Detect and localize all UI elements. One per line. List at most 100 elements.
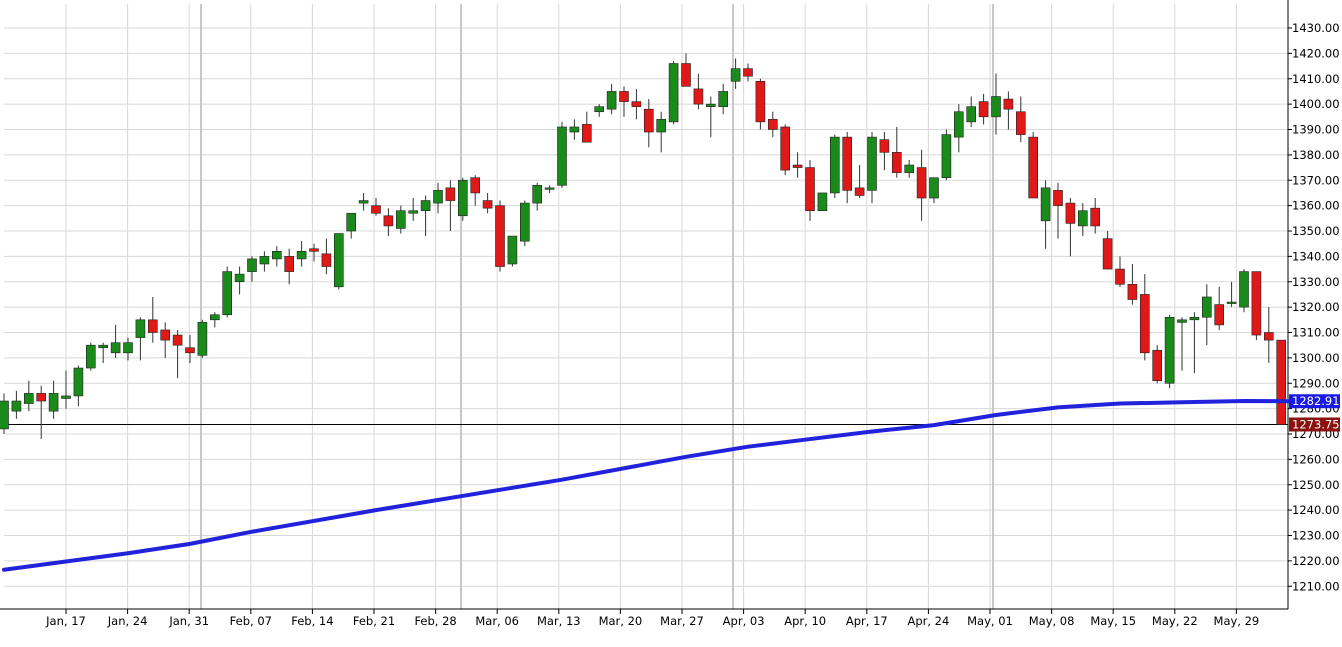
candle-up [730,68,741,82]
candle-up [346,212,357,232]
x-tick-label: Feb, 07 [230,614,272,628]
candle-down [619,91,629,102]
candle-down [1053,190,1063,206]
moving-average-line [2,399,1296,572]
y-tick-label: 1390.00 [1292,123,1340,137]
x-tick-label: Apr, 17 [846,614,888,628]
candle-up [594,106,605,113]
candle-down [1102,238,1113,270]
candle-down [148,319,158,333]
candle-down [172,334,183,346]
candle-down [792,164,803,168]
candle-down [681,63,691,87]
x-tick-label: Jan, 24 [107,614,148,628]
candle-down [321,253,332,267]
candle-up [11,400,22,412]
candle-up [532,185,543,204]
candle-down [854,187,865,196]
grid-lines [4,4,1288,609]
x-tick-label: May, 22 [1152,614,1198,628]
candle-down [581,124,592,143]
candle-up [210,314,220,321]
y-tick-label: 1330.00 [1292,275,1340,289]
y-tick-label: 1250.00 [1292,478,1340,492]
candle-up [1189,316,1200,321]
candle-down [482,200,493,209]
y-tick-label: 1290.00 [1292,376,1340,390]
candle-down [780,126,791,171]
candle-up [333,233,344,288]
x-tick-label: Mar, 13 [537,614,581,628]
x-tick-label: Apr, 03 [723,614,765,628]
candle-up [569,126,580,133]
x-tick-label: Jan, 17 [45,614,86,628]
candle-down [1264,332,1274,341]
y-tick-label: 1370.00 [1292,173,1340,187]
candle-up [656,119,667,133]
candle-up [1040,187,1051,222]
candle-up [271,251,282,260]
x-tick-label: May, 01 [967,614,1013,628]
candle-up [606,91,617,110]
candle-up [408,210,419,214]
candle-up [1177,319,1187,323]
y-tick-label: 1410.00 [1292,72,1340,86]
candle-down [916,167,927,199]
plot-area-border [0,0,1289,610]
candle-up [1226,301,1237,304]
candle-up [123,342,133,354]
candle-up [420,200,431,212]
candle-up [668,63,679,123]
x-tick-label: May, 29 [1214,614,1260,628]
x-tick-label: Mar, 06 [475,614,519,628]
candle-up [966,106,977,123]
candle-up [110,342,121,354]
candle-down [1115,268,1125,285]
candle-up [48,393,59,412]
candle-up [296,251,307,260]
candle-up [61,395,71,399]
candle-down [1152,349,1162,382]
candle-up [941,134,952,179]
candle-down [767,119,778,130]
candle-up [433,190,443,204]
last-price-badge [1289,417,1340,432]
x-tick-label: Feb, 21 [353,614,395,628]
candle-down [1003,98,1014,110]
y-tick-label: 1260.00 [1292,452,1340,466]
candle-down [693,88,704,105]
y-tick-label: 1430.00 [1292,21,1340,35]
y-tick-label: 1320.00 [1292,300,1340,314]
candle-up [135,319,146,338]
y-tick-label: 1380.00 [1292,148,1340,162]
candle-down [805,167,815,212]
candle-down [631,101,642,107]
candle-up [829,136,840,194]
candle-up [234,273,245,283]
x-tick-label: Apr, 10 [784,614,826,628]
x-axis: Jan, 17 Jan, 24 Jan, 31 Feb, 07 Feb, 14 Feb, … [45,609,1259,628]
candle-up [544,187,555,190]
x-tick-label: Feb, 28 [414,614,456,628]
candle-up [395,210,406,229]
x-tick-label: Feb, 14 [291,614,333,628]
candle-up [705,103,716,107]
candle-up [929,177,939,199]
y-tick-label: 1360.00 [1292,199,1340,213]
x-tick-label: Mar, 20 [599,614,643,628]
candle-down [383,215,394,227]
y-tick-label: 1350.00 [1292,224,1340,238]
candle-up [1078,210,1088,227]
candle-down [891,152,902,173]
candle-down [743,68,753,77]
candle-up [718,91,729,107]
y-axis: 1210.00 1220.00 1230.00 1240.00 1250.00 1260.… [1288,21,1340,593]
candle-up [953,111,964,138]
candle-down [978,101,989,118]
candle-up [991,96,1001,118]
x-tick-label: Apr, 24 [907,614,949,628]
candle-up [1202,296,1212,318]
candle-down [495,205,505,267]
candle-up [247,258,257,272]
